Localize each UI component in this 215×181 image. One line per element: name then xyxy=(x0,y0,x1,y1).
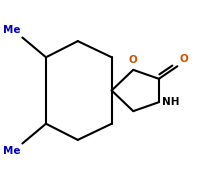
Text: Me: Me xyxy=(3,146,20,156)
Text: O: O xyxy=(129,55,138,65)
Text: Me: Me xyxy=(3,25,20,35)
Text: NH: NH xyxy=(162,97,180,107)
Text: O: O xyxy=(179,54,188,64)
